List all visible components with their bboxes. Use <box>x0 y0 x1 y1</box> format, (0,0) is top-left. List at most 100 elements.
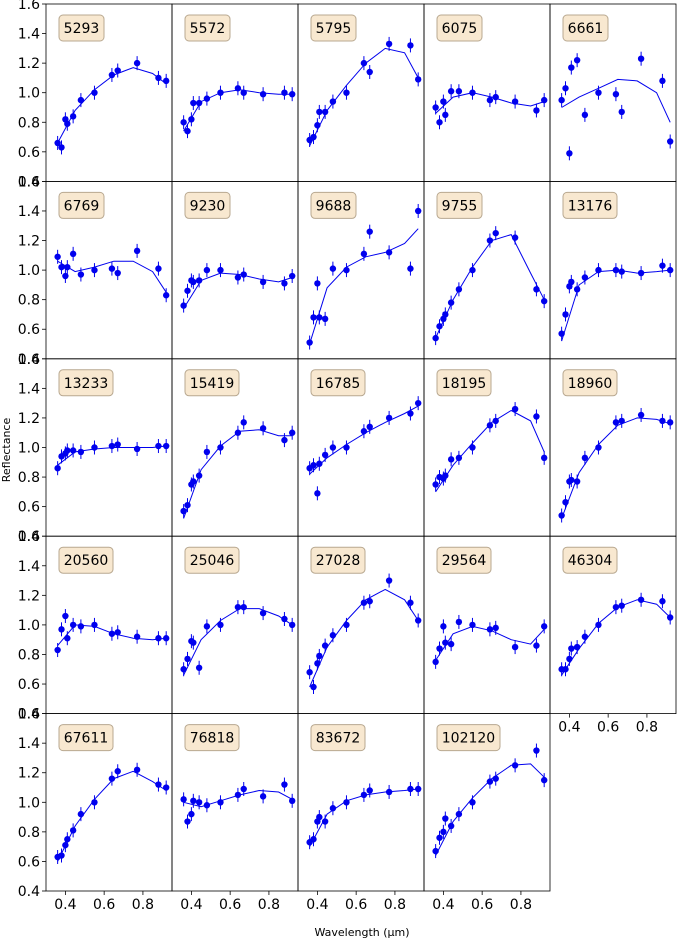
data-point <box>442 111 449 119</box>
data-point <box>162 292 170 299</box>
panel-46304: 46304 0.4 0.6 0.8 <box>549 535 677 736</box>
data-point <box>64 836 71 843</box>
data-point <box>581 274 589 281</box>
asteroid-id: 13176 <box>568 198 613 214</box>
asteroid-id: 9688 <box>316 198 352 214</box>
data-point <box>310 462 317 469</box>
data-point <box>533 413 540 420</box>
panel-29564: 29564 <box>423 535 551 715</box>
y-tick-label: 1.0 <box>18 795 40 811</box>
asteroid-id: 9230 <box>190 198 226 214</box>
data-point <box>133 445 141 453</box>
data-point <box>469 266 476 274</box>
data-point <box>108 265 116 272</box>
data-point <box>562 666 569 673</box>
asteroid-id: 16785 <box>316 376 361 392</box>
data-point <box>314 490 321 497</box>
panel-5293: 5293 0.4 0.6 0.8 1.0 1.2 1.4 1.6 <box>18 0 173 190</box>
data-point <box>436 645 443 652</box>
label-box <box>310 369 366 397</box>
data-point <box>190 797 197 805</box>
data-point <box>360 250 368 258</box>
label-box <box>58 724 114 752</box>
x-tick-label: 0.6 <box>345 897 367 913</box>
data-point <box>108 630 116 637</box>
data-point <box>234 429 242 436</box>
data-point <box>259 793 267 800</box>
x-tick-label: 0.6 <box>597 720 619 736</box>
asteroid-label: 83672 <box>310 724 366 752</box>
label-box <box>310 191 357 219</box>
data-point <box>568 645 575 652</box>
data-point <box>288 90 296 98</box>
data-point <box>114 629 121 636</box>
data-point <box>217 444 224 451</box>
x-axis-title: Wavelength (μm) <box>314 926 409 939</box>
data-point <box>436 119 443 126</box>
panel-5795: 5795 <box>297 3 425 182</box>
data-point <box>310 133 317 141</box>
y-tick-label: 0.6 <box>18 677 40 693</box>
panel-102120: 102120 0.4 0.6 0.8 <box>423 713 551 913</box>
data-point <box>486 778 494 785</box>
data-point <box>492 417 499 425</box>
data-point <box>486 96 494 104</box>
label-box <box>184 14 231 42</box>
data-point <box>385 414 393 422</box>
y-tick-label: 1.0 <box>18 441 40 457</box>
fit-line <box>561 78 671 123</box>
data-point <box>281 436 288 444</box>
asteroid-label: 67611 <box>58 724 114 752</box>
data-point <box>288 797 296 805</box>
label-box <box>58 14 105 42</box>
data-point <box>217 799 224 806</box>
asteroid-id: 18195 <box>442 376 487 392</box>
data-point <box>432 847 439 855</box>
data-point <box>114 269 121 277</box>
y-tick-label: 1.4 <box>18 736 40 752</box>
data-point <box>343 266 350 274</box>
data-point <box>114 441 121 448</box>
y-tick-label: 1.2 <box>18 56 40 72</box>
data-point <box>581 454 589 462</box>
y-tick-label: 0.6 <box>18 500 40 516</box>
data-point <box>162 635 170 642</box>
x-tick-label: 0.4 <box>54 897 76 913</box>
data-point <box>407 265 414 272</box>
data-point <box>69 447 77 454</box>
asteroid-id: 6075 <box>442 21 478 37</box>
data-point <box>114 768 121 775</box>
data-point <box>436 323 443 330</box>
data-point <box>343 621 350 629</box>
data-point <box>217 266 224 274</box>
data-point <box>447 822 455 830</box>
panel-20560: 20560 0.4 0.6 0.8 1.0 1.2 1.4 1.6 <box>18 529 173 723</box>
panel-15419: 15419 <box>171 358 299 537</box>
data-point <box>321 451 329 459</box>
asteroid-label: 9688 <box>310 191 357 219</box>
data-point <box>455 286 463 293</box>
data-point <box>203 266 211 274</box>
data-point <box>91 621 98 629</box>
asteroid-id: 25046 <box>190 553 235 569</box>
data-point <box>240 89 247 96</box>
y-tick-label: 1.0 <box>18 618 40 634</box>
data-point <box>69 827 77 834</box>
data-point <box>432 334 439 342</box>
y-tick-label: 0.8 <box>18 825 40 841</box>
data-point <box>91 444 98 451</box>
data-point <box>188 116 195 123</box>
fit-line <box>57 260 167 293</box>
data-point <box>64 635 71 642</box>
data-point <box>360 428 368 435</box>
data-point <box>666 266 674 274</box>
data-point <box>58 263 65 271</box>
data-point <box>114 67 121 74</box>
data-point <box>234 85 242 92</box>
data-point <box>155 781 162 788</box>
data-point <box>573 56 581 64</box>
label-box <box>436 546 492 574</box>
asteroid-label: 25046 <box>184 546 240 574</box>
y-tick-label: 0.6 <box>18 322 40 338</box>
